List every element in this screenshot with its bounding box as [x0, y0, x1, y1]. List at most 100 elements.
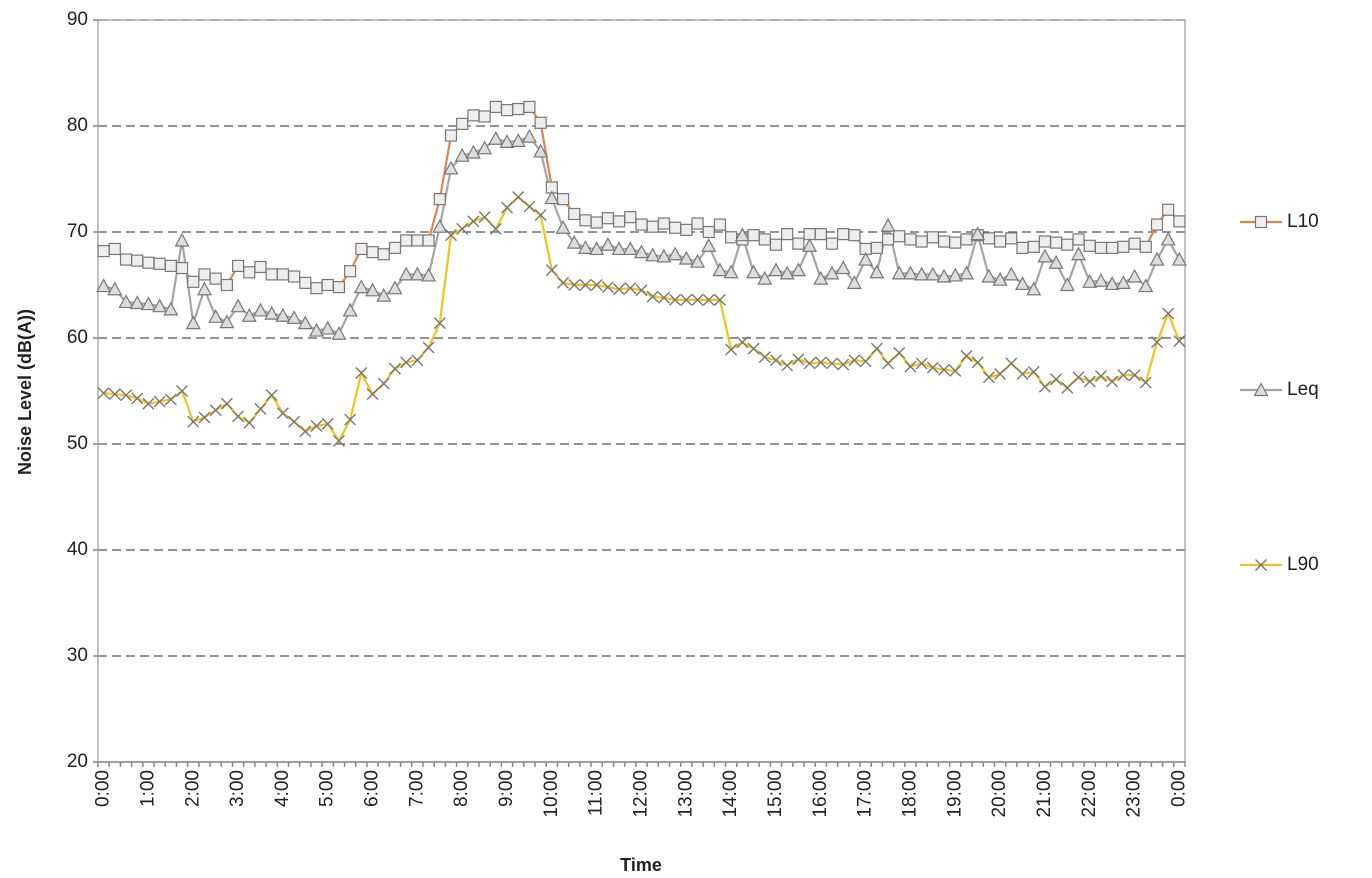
data-point [792, 237, 805, 250]
data-point [768, 262, 784, 277]
data-point [534, 116, 547, 129]
data-point [220, 278, 233, 292]
data-point [478, 110, 491, 123]
data-point [902, 265, 918, 280]
data-point [1139, 240, 1152, 253]
x-tick-label: 4:00 [272, 770, 293, 807]
data-point [848, 354, 861, 367]
data-point [467, 215, 480, 228]
data-point [579, 214, 592, 227]
data-point [299, 425, 312, 438]
data-point [1038, 380, 1051, 393]
data-point [824, 265, 840, 280]
data-point [1094, 370, 1107, 383]
data-point [837, 228, 850, 241]
x-tick-label: 21:00 [1034, 770, 1055, 818]
data-point [321, 417, 334, 430]
data-point [400, 356, 413, 369]
data-point [152, 298, 168, 313]
data-point [444, 129, 458, 142]
data-point [779, 265, 795, 280]
data-point [387, 280, 403, 295]
data-point [1106, 375, 1119, 388]
data-point [590, 216, 603, 229]
data-point [140, 296, 156, 311]
data-point [1173, 215, 1186, 228]
x-tick-label: 19:00 [944, 770, 965, 818]
data-point [949, 364, 962, 377]
data-point [971, 356, 984, 369]
data-point [501, 201, 514, 214]
data-point [1005, 357, 1018, 370]
legend-label: L90 [1287, 554, 1319, 575]
data-point [870, 342, 883, 355]
data-point [656, 248, 672, 263]
data-point [758, 233, 771, 246]
data-point [568, 207, 581, 221]
data-point [882, 357, 895, 370]
data-point [120, 389, 133, 402]
data-point [409, 266, 425, 281]
data-point [1050, 236, 1063, 249]
data-point [320, 320, 336, 335]
data-point [1094, 241, 1108, 254]
data-point [1139, 376, 1152, 389]
data-point [309, 322, 325, 337]
data-point [702, 225, 715, 239]
data-point [377, 377, 390, 390]
x-tick-label: 1:00 [137, 770, 158, 807]
data-point [265, 268, 278, 281]
data-point [523, 100, 536, 114]
data-point [802, 238, 818, 252]
data-point [366, 388, 379, 401]
data-point [454, 147, 470, 162]
data-point [1038, 235, 1052, 248]
data-point [1048, 254, 1064, 269]
data-point [590, 279, 603, 291]
data-point [232, 410, 245, 423]
data-point [488, 130, 504, 145]
data-point [915, 235, 928, 248]
data-point [914, 266, 930, 281]
data-point [421, 267, 437, 282]
data-point [723, 264, 739, 279]
data-point [499, 134, 515, 148]
data-point [353, 279, 369, 294]
data-point [456, 117, 469, 130]
x-tick-label: 12:00 [631, 770, 652, 818]
data-point [635, 218, 648, 231]
data-point [288, 415, 301, 428]
data-point [893, 346, 906, 359]
plot-frame [97, 19, 1186, 763]
x-tick-label: 11:00 [586, 770, 607, 816]
data-point [947, 267, 963, 282]
data-point [243, 416, 256, 429]
data-point [790, 262, 806, 277]
data-point [366, 246, 379, 259]
data-point [993, 235, 1007, 248]
data-point [869, 264, 885, 279]
data-point [209, 404, 222, 417]
data-point [690, 253, 706, 268]
data-point [803, 228, 816, 241]
data-point [1171, 251, 1187, 266]
x-tick-label: 13:00 [675, 770, 696, 818]
x-tick-label: 0:00 [1168, 770, 1189, 807]
data-point [544, 190, 560, 205]
y-tick-label: 30 [67, 645, 88, 666]
data-point [176, 385, 189, 397]
data-point [600, 236, 616, 251]
data-point [276, 268, 290, 281]
data-point [814, 356, 827, 369]
data-point [622, 241, 638, 256]
data-point [377, 248, 390, 261]
x-tick-label: 8:00 [451, 770, 472, 807]
data-point [297, 315, 313, 330]
data-point [958, 265, 974, 280]
data-point [1150, 218, 1164, 231]
x-tick-label: 14:00 [720, 770, 741, 818]
data-point [533, 143, 549, 158]
data-point [992, 271, 1008, 286]
data-point [344, 413, 357, 426]
